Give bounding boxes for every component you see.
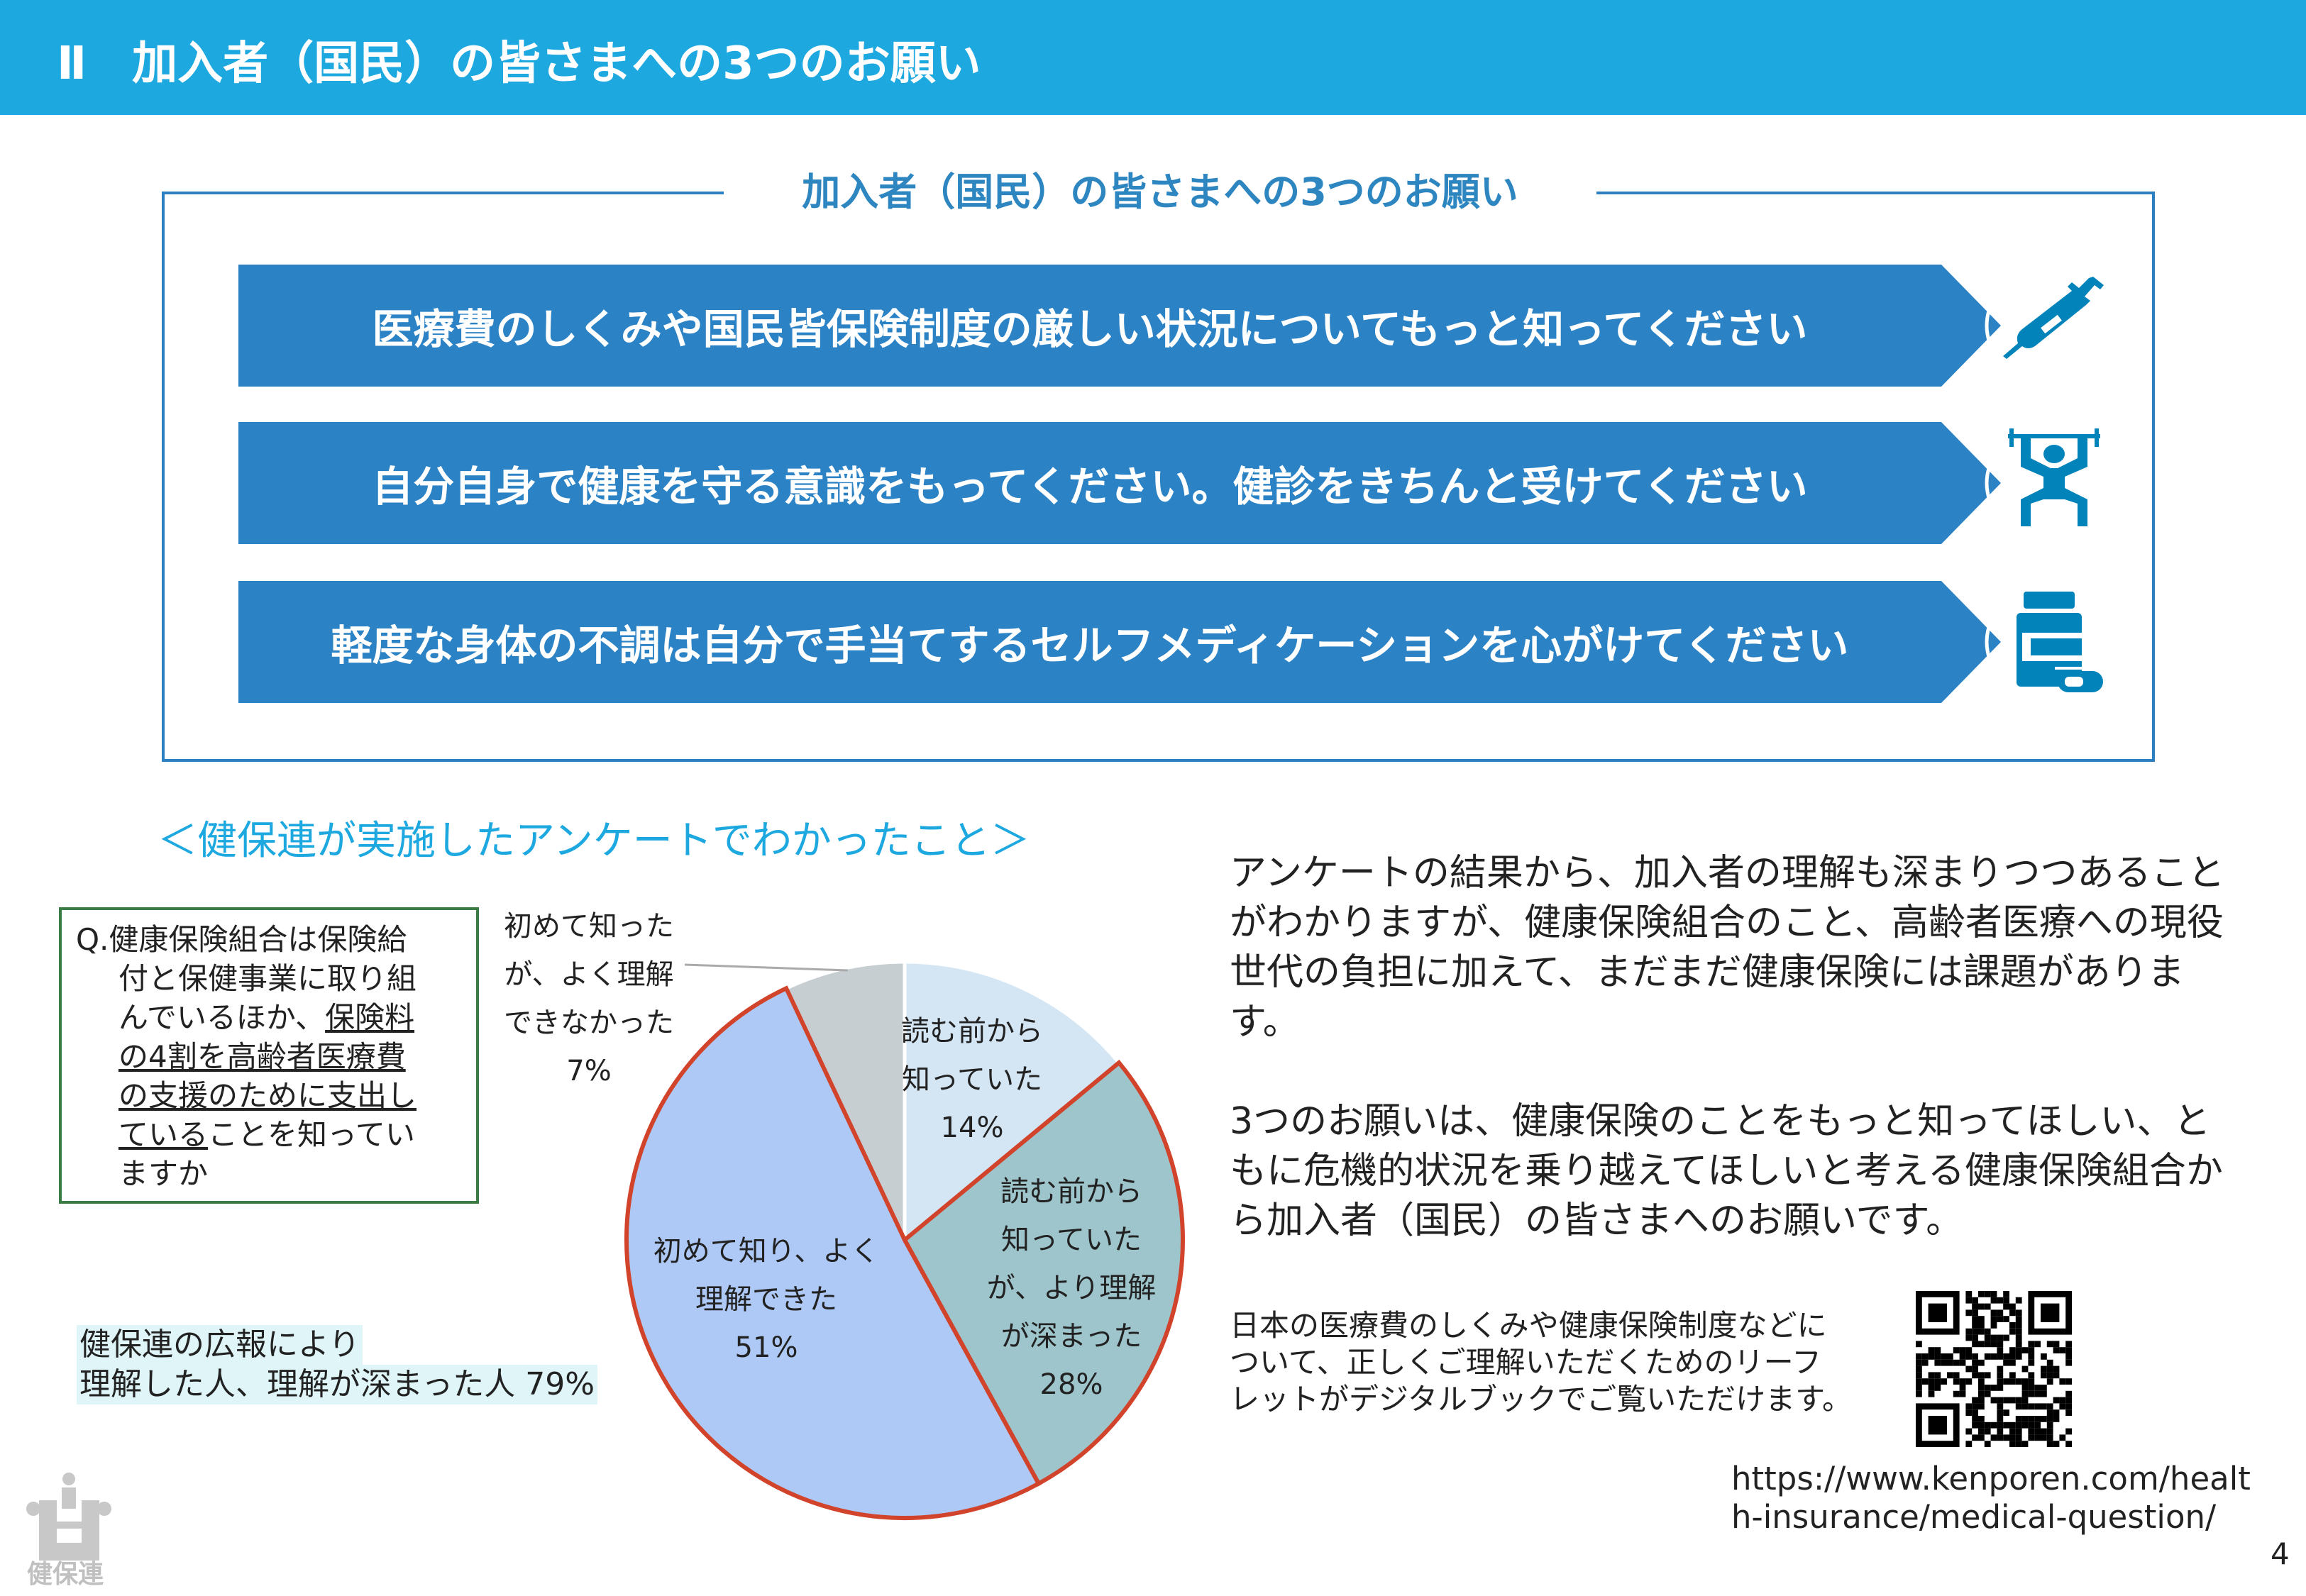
survey-question-box: Q.健康保険組合は保険給 付と保健事業に取り組 んでいるほか、保険料 の4割を高…: [59, 907, 479, 1204]
highlight-text: 健保連の広報により 理解した人、理解が深まった人 79%: [77, 1325, 598, 1404]
label-line: が、よく理解: [504, 958, 674, 991]
highlight-line: 理解した人、理解が深まった人 79%: [77, 1365, 598, 1404]
leaflet-url[interactable]: https://www.kenporen.com/healt h-insuran…: [1731, 1460, 2251, 1536]
question-underlined: ている: [118, 1117, 209, 1152]
paragraph: 3つのお願いは、健康保険のことをもっと知ってほしい、ともに危機的状況を乗り越えて…: [1230, 1100, 2223, 1242]
label-line: 読む前から: [1000, 1175, 1142, 1208]
pie-label-28: 読む前から 知っていた が、より理解 が深まった 28%: [972, 1168, 1171, 1409]
kenporen-logo: [26, 1473, 111, 1561]
request-arrow-2: 自分自身で健康を守る意識をもってください。健診をきちんと受けてください: [238, 422, 2001, 544]
pie-label-7: 初めて知った が、よく理解 できなかった 7%: [497, 902, 681, 1095]
question-line: 付と保健事業に取り組: [118, 961, 417, 996]
highlight-line: 健保連の広報により: [77, 1325, 363, 1365]
question-line: んでいるほか、: [118, 1000, 326, 1035]
request-arrow-1: 医療費のしくみや国民皆保険制度の厳しい状況についてもっと知ってください: [238, 265, 2001, 387]
question-line: ますか: [118, 1156, 209, 1191]
syringe-icon: [2003, 277, 2104, 359]
question-line: Q.健康保険組合は保険給: [76, 922, 407, 957]
label-line: が、より理解: [986, 1272, 1157, 1304]
request-text: 軽度な身体の不調は自分で手当てするセルフメディケーションを心がけてください: [331, 621, 1849, 670]
pie-label-14: 読む前から 知っていた 14%: [901, 1007, 1043, 1152]
survey-heading: ＜健保連が実施したアンケートでわかったこと＞: [158, 818, 1030, 864]
page-title: Ⅱ 加入者（国民）の皆さまへの3つのお願い: [57, 38, 981, 90]
label-line: 知っていた: [1001, 1224, 1142, 1256]
pie-slice-14: [903, 960, 1122, 1244]
label-line: が深まった: [1000, 1320, 1142, 1353]
page-number: 4: [2271, 1536, 2290, 1571]
question-line: ことを知ってい: [208, 1117, 415, 1152]
label-line: 知っていた: [902, 1063, 1042, 1096]
question-underlined: 保険料: [325, 1000, 415, 1035]
pie-label-51: 初めて知り、よく 理解できた 51%: [639, 1227, 894, 1372]
label-value: 7%: [566, 1055, 612, 1087]
label-line: できなかった: [504, 1007, 674, 1039]
label-line: 初めて知った: [504, 910, 674, 943]
question-underlined: の4割を高齢者医療費: [118, 1039, 406, 1074]
header-bar: Ⅱ 加入者（国民）の皆さまへの3つのお願い: [0, 0, 2306, 115]
label-value: 14%: [940, 1112, 1004, 1144]
request-arrow-3: 軽度な身体の不調は自分で手当てするセルフメディケーションを心がけてください: [238, 581, 2001, 703]
label-line: 理解できた: [695, 1283, 837, 1316]
note-line: レットがデジタルブックでご覧いただけます。: [1230, 1382, 1852, 1417]
medicine-bottle-icon: [2017, 592, 2107, 692]
url-line: h-insurance/medical-question/: [1731, 1498, 2217, 1536]
note-line: ついて、正しくご理解いただくためのリーフ: [1230, 1345, 1822, 1380]
weightlifter-icon: [2008, 428, 2100, 526]
pie-slice-outline: [624, 985, 1042, 1521]
logo-text: 健保連: [27, 1560, 104, 1589]
label-value: 51%: [734, 1331, 798, 1364]
label-line: 読む前から: [901, 1015, 1043, 1048]
request-text: 医療費のしくみや国民皆保険制度の厳しい状況についてもっと知ってください: [372, 305, 1808, 353]
url-line: https://www.kenporen.com/healt: [1731, 1460, 2251, 1497]
explanation-text: アンケートの結果から、加入者の理解も深まりつつあることがわかりますが、健康保険組…: [1230, 848, 2237, 1246]
leader-line: [684, 963, 849, 972]
leaflet-note: 日本の医療費のしくみや健康保険制度などに ついて、正しくご理解いただくためのリー…: [1230, 1307, 1852, 1418]
pie-slice-outline: [902, 1059, 1185, 1487]
pie-slice-7: [783, 960, 907, 1241]
question-underlined: の支援のために支出し: [118, 1078, 417, 1113]
note-line: 日本の医療費のしくみや健康保険制度などに: [1230, 1308, 1827, 1343]
paragraph: アンケートの結果から、加入者の理解も深まりつつあることがわかりますが、健康保険組…: [1230, 852, 2225, 1043]
qr-code[interactable]: [1916, 1291, 2072, 1447]
request-text: 自分自身で健康を守る意識をもってください。健診をきちんと受けてください: [372, 462, 1808, 511]
label-value: 28%: [1039, 1368, 1103, 1401]
requests-box-title: 加入者（国民）の皆さまへの3つのお願い: [724, 160, 1596, 216]
label-line: 初めて知り、よく: [653, 1235, 880, 1268]
